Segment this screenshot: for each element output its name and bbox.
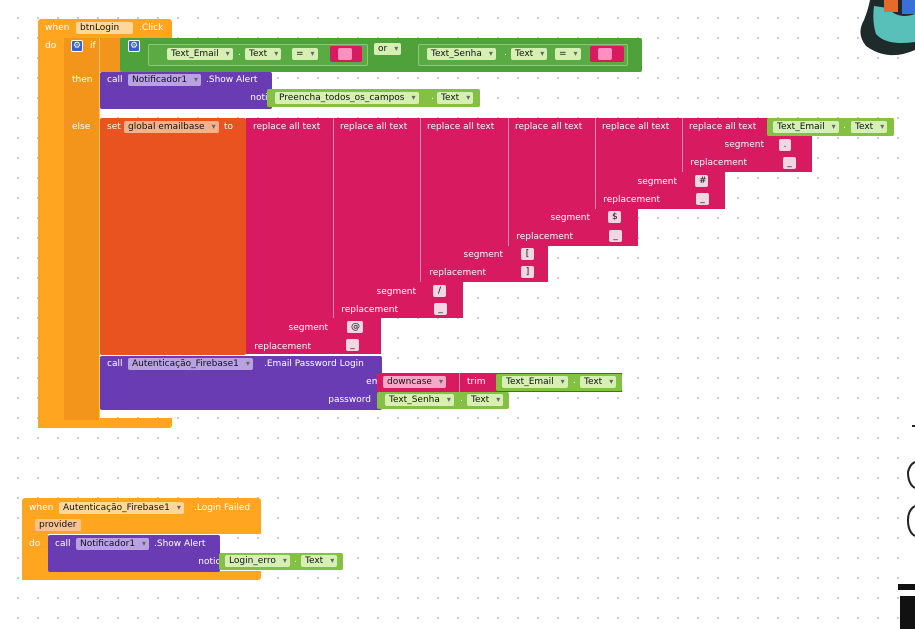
backpack-icon[interactable] (858, 0, 915, 58)
segment-label-3: segment (550, 213, 590, 223)
right-op-dropdown[interactable]: = (555, 48, 581, 60)
notice-label: notice (250, 93, 278, 103)
to-label: to (224, 122, 234, 132)
provider-parameter[interactable]: provider (35, 519, 81, 531)
event-footer (22, 571, 261, 580)
segment-label-1: segment (724, 140, 764, 150)
replacement-string-2[interactable]: _ (696, 193, 709, 205)
segment-label-4: segment (463, 250, 503, 260)
or-op-dropdown[interactable]: or (374, 43, 402, 55)
segment-label-6: segment (288, 323, 328, 333)
dot-separator: . (238, 48, 241, 58)
notice-component-dropdown[interactable]: Preencha_todos_os_campos (275, 92, 419, 104)
left-op-dropdown[interactable]: = (292, 48, 318, 60)
replacement-string-1[interactable]: _ (783, 157, 796, 169)
do-label: do (29, 539, 41, 549)
replacement-label-5: replacement (341, 305, 398, 315)
source-prop-dropdown[interactable]: Text (851, 121, 888, 133)
segment-string-6[interactable]: @ (347, 321, 363, 333)
replace-all-label-5: replace all text (602, 122, 670, 132)
trim-label: trim (467, 377, 486, 387)
replacement-string-4[interactable]: ] (521, 266, 534, 278)
notice-label: notice (198, 557, 226, 567)
notice-prop-dropdown[interactable]: Text (437, 92, 474, 104)
else-label: else (72, 122, 91, 132)
replacement-label-2: replacement (603, 195, 660, 205)
dot-separator: . (431, 92, 434, 102)
replace-all-label-2: replace all text (340, 122, 408, 132)
variable-name-dropdown[interactable]: global emailbase (124, 121, 219, 133)
then-label: then (72, 75, 93, 85)
dot-separator: . (294, 555, 297, 565)
when-label: when (29, 503, 54, 513)
segment-string-2[interactable]: # (695, 175, 708, 187)
event-name-label: .Login Failed (194, 503, 251, 513)
empty-string-right-value[interactable] (598, 48, 612, 60)
event-name-label: .Click (139, 23, 164, 33)
replace-all-label-3: replace all text (427, 122, 495, 132)
email-login-method: .Email Password Login (264, 359, 364, 369)
replacement-label-6: replacement (254, 342, 311, 352)
notice-component-dropdown[interactable]: Login_erro (225, 555, 290, 567)
if-mutator-gear-icon[interactable]: ⚙ (71, 40, 83, 52)
replacement-label-3: replacement (516, 232, 573, 242)
dot-separator: . (460, 394, 463, 404)
email-component-dropdown[interactable]: Text_Email (502, 376, 568, 388)
downcase-dropdown[interactable]: downcase (383, 376, 446, 388)
replace-all-label-6: replace all text (689, 122, 757, 132)
show-alert-method: .Show Alert (154, 539, 206, 549)
password-component-dropdown[interactable]: Text_Senha (385, 394, 454, 406)
replacement-label-1: replacement (690, 158, 747, 168)
when-label: when (45, 23, 70, 33)
auth-component-dropdown[interactable]: Autenticação_Firebase1 (128, 358, 253, 370)
set-variable-block[interactable] (100, 118, 246, 355)
show-alert-method: .Show Alert (206, 75, 258, 85)
event-component-dropdown[interactable]: Autenticação_Firebase1 (59, 502, 184, 514)
call-label: call (107, 75, 123, 85)
do-label: do (45, 41, 57, 51)
set-label: set (107, 122, 121, 132)
segment-string-4[interactable]: [ (521, 248, 534, 260)
source-component-dropdown[interactable]: Text_Email (773, 121, 839, 133)
event-footer (38, 418, 172, 428)
segment-string-5[interactable]: / (433, 285, 446, 297)
password-label: password (328, 395, 371, 405)
trash-can-icon[interactable] (892, 420, 915, 629)
password-prop-dropdown[interactable]: Text (467, 394, 504, 406)
replacement-label-4: replacement (429, 268, 486, 278)
event-left-rail (38, 37, 64, 428)
replace-all-label-4: replace all text (515, 122, 583, 132)
segment-string-3[interactable]: $ (608, 211, 621, 223)
dot-separator: . (573, 376, 576, 386)
replace-all-label-1: replace all text (253, 122, 321, 132)
email-prop-dropdown[interactable]: Text (580, 376, 617, 388)
dot-separator: . (504, 48, 507, 58)
empty-string-left-value[interactable] (338, 48, 352, 60)
if-label: if (90, 41, 96, 51)
or-mutator-gear-icon[interactable]: ⚙ (128, 40, 140, 52)
replacement-string-6[interactable]: _ (346, 339, 359, 351)
notifier-component-dropdown[interactable]: Notificador1 (128, 74, 202, 86)
segment-string-1[interactable]: . (779, 139, 791, 151)
replacement-string-5[interactable]: _ (434, 303, 447, 315)
if-left-rail (64, 38, 100, 420)
dot-separator: . (843, 121, 846, 131)
replacement-string-3[interactable]: _ (609, 230, 622, 242)
call-label: call (107, 359, 123, 369)
right-component-dropdown[interactable]: Text_Senha (427, 48, 496, 60)
event-component-dropdown[interactable]: btnLogin (76, 22, 134, 34)
segment-label-2: segment (637, 177, 677, 187)
left-component-dropdown[interactable]: Text_Email (167, 48, 233, 60)
notifier-component-dropdown[interactable]: Notificador1 (76, 538, 150, 550)
notice-prop-dropdown[interactable]: Text (301, 555, 338, 567)
left-prop-dropdown[interactable]: Text (245, 48, 282, 60)
segment-label-5: segment (376, 287, 416, 297)
right-prop-dropdown[interactable]: Text (511, 48, 548, 60)
call-label: call (55, 539, 71, 549)
